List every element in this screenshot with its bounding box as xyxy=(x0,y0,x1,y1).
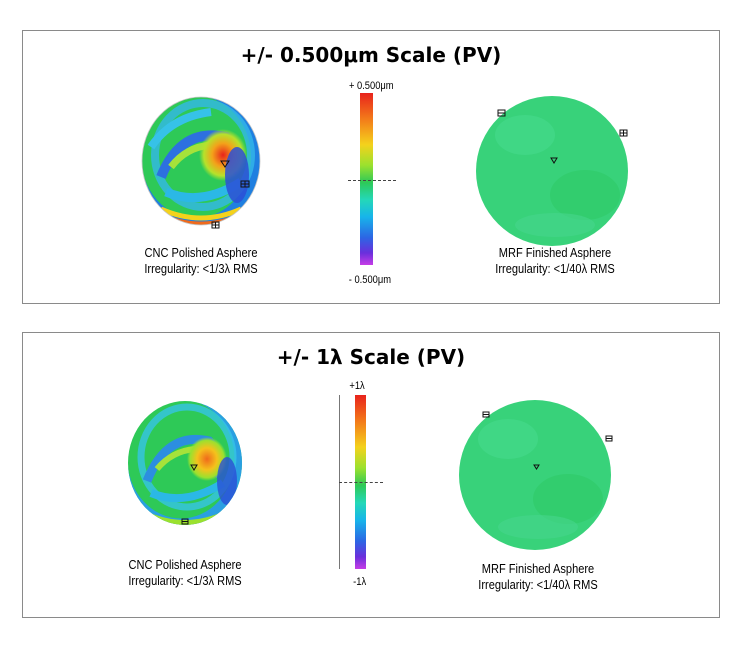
marker-square-icon xyxy=(181,518,189,525)
panel-bottom: +/- 1λ Scale (PV) CNC Polished Asphere xyxy=(22,332,720,618)
cnc-spec: Irregularity: <1/3λ RMS xyxy=(128,573,242,588)
mrf-caption: MRF Finished Asphere Irregularity: <1/40… xyxy=(479,245,632,277)
marker-square-icon xyxy=(619,129,628,137)
mrf-surface-map xyxy=(476,96,628,246)
mrf-spec: Irregularity: <1/40λ RMS xyxy=(495,261,615,276)
cnc-spec: Irregularity: <1/3λ RMS xyxy=(144,261,258,276)
cnc-surface-map xyxy=(128,401,242,525)
zero-line xyxy=(348,180,396,181)
mrf-surface-map xyxy=(459,400,613,550)
cnc-surface-map xyxy=(141,96,261,229)
marker-square-icon xyxy=(497,109,506,117)
mrf-spec: Irregularity: <1/40λ RMS xyxy=(478,577,598,592)
colorbar xyxy=(360,93,373,265)
mrf-caption: MRF Finished Asphere Irregularity: <1/40… xyxy=(462,561,615,593)
marker-triangle-icon xyxy=(533,464,540,470)
mrf-name: MRF Finished Asphere xyxy=(498,245,612,260)
panel-top: +/- 0.500μm Scale (PV) CNC xyxy=(22,30,720,304)
marker-square-icon xyxy=(482,411,490,418)
scale-top-label: + 0.500μm xyxy=(348,80,394,92)
cnc-caption: CNC Polished Asphere Irregularity: <1/3λ… xyxy=(125,245,278,277)
panel-title: +/- 0.500μm Scale (PV) xyxy=(240,43,502,67)
cnc-caption: CNC Polished Asphere Irregularity: <1/3λ… xyxy=(109,557,262,589)
scale-bottom-label: -1λ xyxy=(353,576,367,588)
scale-bottom-label: - 0.500μm xyxy=(348,274,392,286)
marker-square-icon xyxy=(240,180,250,188)
marker-triangle-icon xyxy=(550,157,558,164)
marker-triangle-icon xyxy=(190,464,198,471)
cnc-name: CNC Polished Asphere xyxy=(144,245,258,260)
cnc-name: CNC Polished Asphere xyxy=(128,557,242,572)
panel-title: +/- 1λ Scale (PV) xyxy=(276,345,466,369)
mrf-name: MRF Finished Asphere xyxy=(481,561,595,576)
marker-triangle-icon xyxy=(220,160,230,168)
marker-square-icon xyxy=(605,435,613,442)
marker-square-icon xyxy=(211,221,220,229)
zero-line xyxy=(339,482,383,483)
scale-top-label: +1λ xyxy=(349,380,365,392)
